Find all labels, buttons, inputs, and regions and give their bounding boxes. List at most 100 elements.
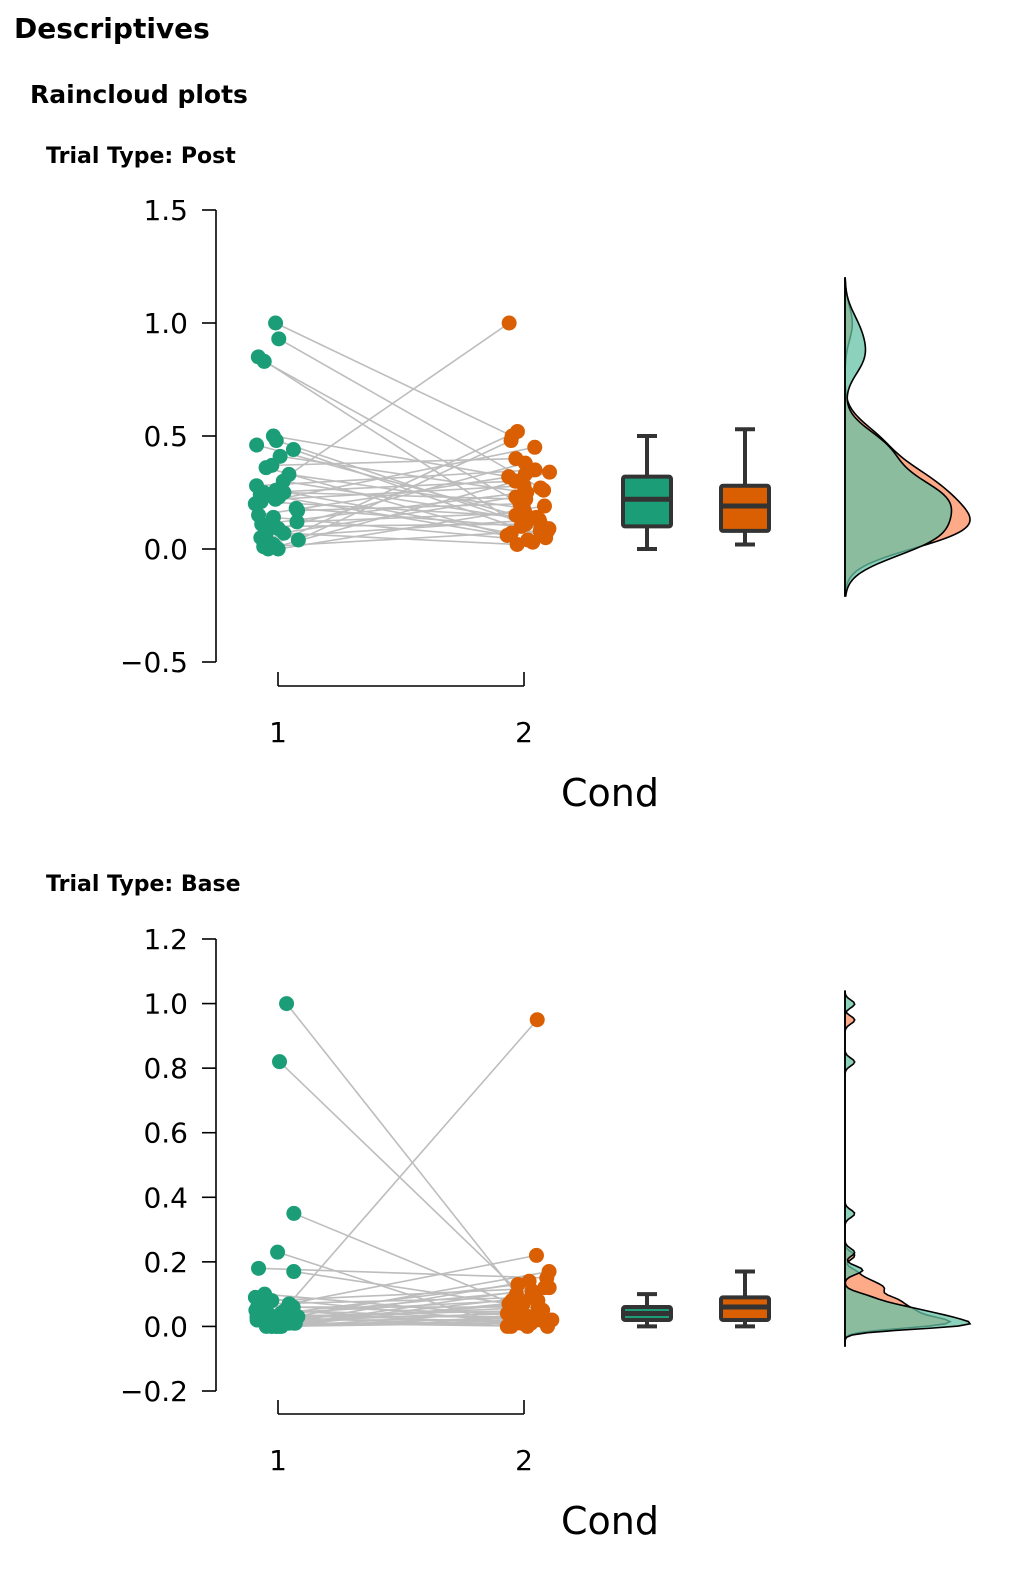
point-cond-1 bbox=[290, 503, 306, 519]
boxplot-cond-2 bbox=[719, 427, 771, 547]
paired-line bbox=[267, 471, 550, 550]
section-title: Descriptives bbox=[14, 12, 210, 45]
paired-line bbox=[258, 1267, 547, 1279]
density-clouds bbox=[844, 277, 971, 597]
paired-line bbox=[255, 1254, 537, 1312]
point-cond-2 bbox=[516, 478, 532, 494]
paired-line bbox=[263, 360, 522, 505]
point-cond-1 bbox=[290, 532, 306, 548]
point-cond-1 bbox=[285, 442, 301, 458]
x-tick-label: 2 bbox=[515, 1444, 533, 1477]
plot-title-post: Trial Type: Post bbox=[46, 144, 236, 169]
paired-line bbox=[266, 1280, 530, 1328]
boxplot-cond-1 bbox=[621, 1292, 673, 1329]
plot-title-base: Trial Type: Base bbox=[46, 872, 241, 897]
x-axis: 1 2 Cond bbox=[269, 1400, 659, 1543]
y-tick-label: 1.0 bbox=[143, 988, 188, 1021]
point-cond-1 bbox=[286, 1205, 302, 1221]
point-cond-2 bbox=[532, 523, 548, 539]
point-cond-1 bbox=[247, 496, 263, 512]
subsection-title: Raincloud plots bbox=[30, 80, 248, 109]
paired-line bbox=[261, 489, 544, 525]
y-tick-label: 0.4 bbox=[143, 1181, 188, 1214]
paired-line bbox=[275, 322, 513, 437]
point-cond-1 bbox=[258, 1318, 274, 1334]
point-cond-2 bbox=[536, 482, 552, 498]
paired-line bbox=[288, 1019, 538, 1305]
y-tick-label: 0.2 bbox=[143, 1246, 188, 1279]
point-cond-1 bbox=[272, 1054, 288, 1070]
y-axis: −0.2 0.0 0.2 0.4 0.6 0.8 1.0 1.2 bbox=[120, 923, 217, 1408]
y-axis: −0.5 0.0 0.5 1.0 1.5 bbox=[120, 194, 217, 679]
point-cond-2 bbox=[521, 1273, 537, 1289]
density-cond-1 bbox=[844, 277, 953, 597]
y-tick-label: 0.0 bbox=[143, 533, 188, 566]
raincloud-plot-post: −0.5 0.0 0.5 1.0 1.5 1 2 Cond bbox=[120, 194, 971, 815]
point-cond-1 bbox=[267, 491, 283, 507]
paired-line bbox=[275, 1270, 550, 1321]
point-cond-2 bbox=[508, 1315, 524, 1331]
point-cond-2 bbox=[537, 1280, 553, 1296]
paired-line bbox=[278, 338, 541, 489]
point-cond-2 bbox=[517, 455, 533, 471]
point-cond-2 bbox=[533, 1312, 549, 1328]
x-tick-label: 1 bbox=[269, 1444, 287, 1477]
point-cond-2 bbox=[531, 512, 547, 528]
point-cond-2 bbox=[501, 315, 517, 331]
point-cond-1 bbox=[268, 315, 284, 331]
paired-line bbox=[297, 439, 512, 541]
x-axis-title: Cond bbox=[561, 1499, 659, 1543]
paired-line bbox=[278, 505, 545, 550]
paired-line bbox=[266, 1296, 535, 1305]
paired-line bbox=[281, 1309, 539, 1328]
y-tick-label: −0.5 bbox=[120, 646, 188, 679]
paired-line bbox=[271, 1322, 516, 1328]
point-cond-2 bbox=[528, 1247, 544, 1263]
point-cond-1 bbox=[258, 460, 274, 476]
paired-line bbox=[296, 507, 550, 530]
paired-line bbox=[285, 1003, 518, 1295]
point-cond-1 bbox=[251, 1260, 267, 1276]
point-cond-2 bbox=[529, 1012, 545, 1028]
y-tick-label: 0.0 bbox=[143, 1310, 188, 1343]
point-cond-1 bbox=[289, 514, 305, 530]
point-cond-1 bbox=[271, 331, 287, 347]
point-cond-2 bbox=[509, 536, 525, 552]
point-cond-2 bbox=[541, 1264, 557, 1280]
paired-line bbox=[273, 430, 518, 546]
paired-line bbox=[255, 446, 535, 505]
data-points bbox=[247, 315, 558, 557]
paired-line bbox=[259, 322, 510, 496]
point-cond-2 bbox=[542, 464, 558, 480]
y-tick-label: 1.0 bbox=[143, 307, 188, 340]
point-cond-2 bbox=[536, 498, 552, 514]
paired-line bbox=[276, 1286, 545, 1328]
y-tick-label: 0.5 bbox=[143, 420, 188, 453]
x-axis-title: Cond bbox=[561, 771, 659, 815]
paired-lines bbox=[255, 1003, 553, 1328]
paired-line bbox=[273, 435, 509, 478]
point-cond-1 bbox=[279, 996, 295, 1012]
point-cond-2 bbox=[530, 1293, 546, 1309]
y-tick-label: 0.8 bbox=[143, 1052, 188, 1085]
y-tick-label: 1.2 bbox=[143, 923, 188, 956]
point-cond-1 bbox=[286, 1264, 302, 1280]
x-tick-label: 1 bbox=[269, 716, 287, 749]
point-cond-2 bbox=[527, 439, 543, 455]
point-cond-1 bbox=[256, 353, 272, 369]
point-cond-1 bbox=[270, 1244, 286, 1260]
raincloud-plot-base: −0.2 0.0 0.2 0.4 0.6 0.8 1.0 1.2 1 2 Cond bbox=[120, 923, 972, 1543]
point-cond-2 bbox=[509, 423, 525, 439]
point-cond-1 bbox=[276, 525, 292, 541]
x-axis: 1 2 Cond bbox=[269, 672, 659, 815]
point-cond-2 bbox=[517, 505, 533, 521]
point-cond-1 bbox=[260, 541, 276, 557]
point-cond-2 bbox=[499, 527, 515, 543]
point-cond-1 bbox=[249, 437, 265, 453]
data-points bbox=[247, 996, 560, 1334]
paired-line bbox=[272, 523, 526, 528]
x-tick-label: 2 bbox=[515, 716, 533, 749]
boxplot-cond-2 bbox=[719, 1269, 771, 1329]
point-cond-2 bbox=[517, 466, 533, 482]
boxplot-cond-1 bbox=[621, 434, 673, 551]
